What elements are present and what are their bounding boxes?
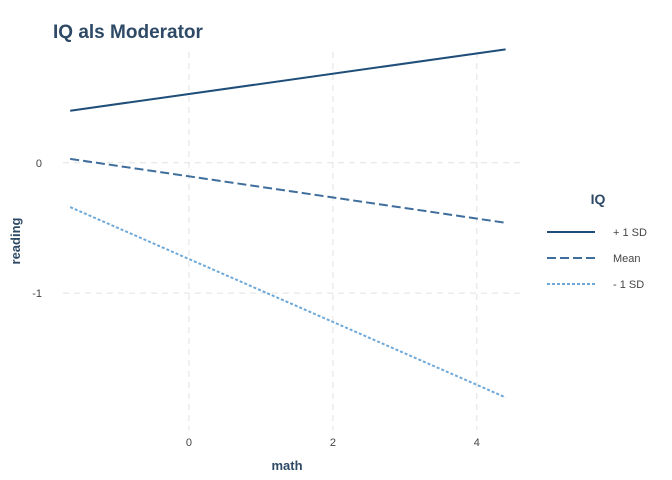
x-axis-title: math	[271, 458, 302, 473]
chart-title: IQ als Moderator	[53, 22, 204, 43]
grid	[63, 52, 520, 430]
y-tick-label: 0	[36, 158, 42, 170]
x-tick-label: 0	[186, 437, 192, 449]
series-lines	[69, 48, 507, 399]
series-line	[70, 157, 506, 224]
y-axis-title: reading	[8, 217, 23, 264]
legend-label: Mean	[613, 253, 641, 265]
legend-label: - 1 SD	[613, 279, 644, 291]
y-tick-label: -1	[32, 288, 42, 300]
series-line	[70, 48, 506, 112]
x-tick-label: 2	[330, 437, 336, 449]
x-tick-label: 4	[474, 437, 480, 449]
legend-label: + 1 SD	[613, 227, 647, 239]
legend-title: IQ	[591, 191, 606, 207]
series-line	[69, 206, 507, 399]
legend: IQ + 1 SD Mean - 1 SD	[547, 191, 647, 291]
tick-labels: 0 2 4 0 -1	[32, 158, 480, 449]
